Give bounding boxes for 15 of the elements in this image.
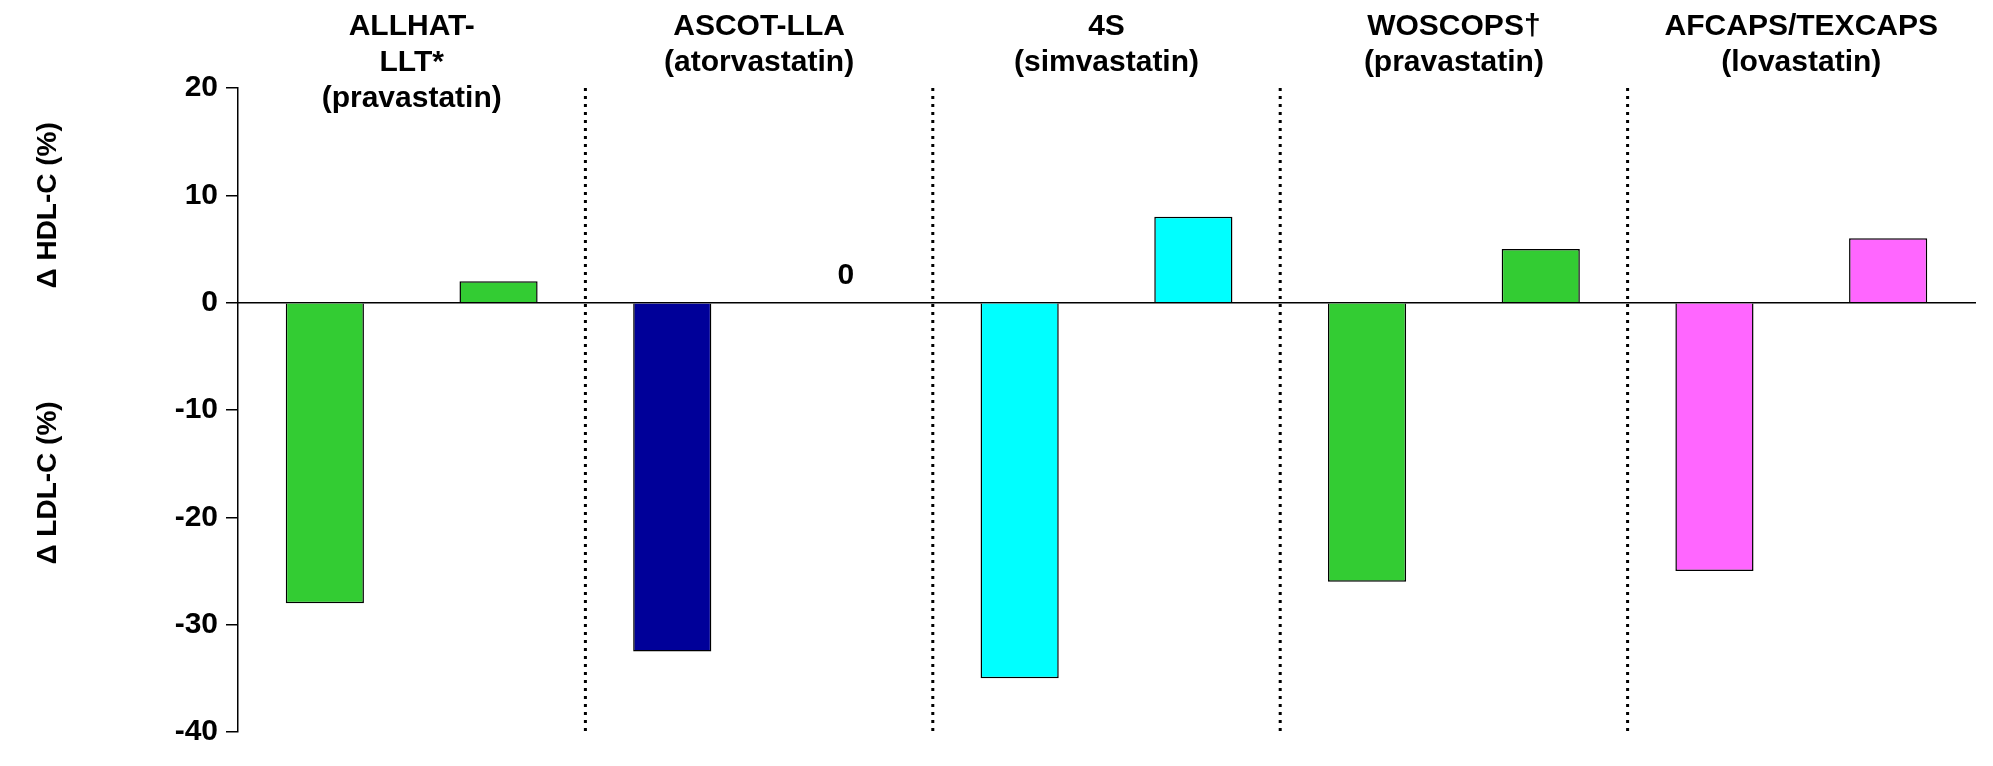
y-tick-label: -40 [174,713,218,747]
y-tick-label: -10 [174,391,218,425]
text: 4S (simvastatin) [1013,8,1200,78]
annotation: ALLHAT- LLT* (pravastatin) [321,8,502,114]
text: Δ HDL-C (%) [30,122,62,289]
text: WOSCOPS† (pravastatin) [1363,8,1544,78]
y-tick-label: -30 [174,605,218,639]
y-tick-label: 10 [184,176,218,210]
text: ASCOT-LLA (atorvastatin) [664,8,855,78]
y-axis-title: Δ LDL-C (%) [30,401,62,565]
y-tick-label: 20 [184,69,218,103]
data-label: 0 [837,256,855,290]
text: AFCAPS/TEXCAPS (lovastatin) [1664,8,1938,78]
y-tick-label: 0 [201,283,218,317]
y-tick-label: -20 [174,498,218,532]
